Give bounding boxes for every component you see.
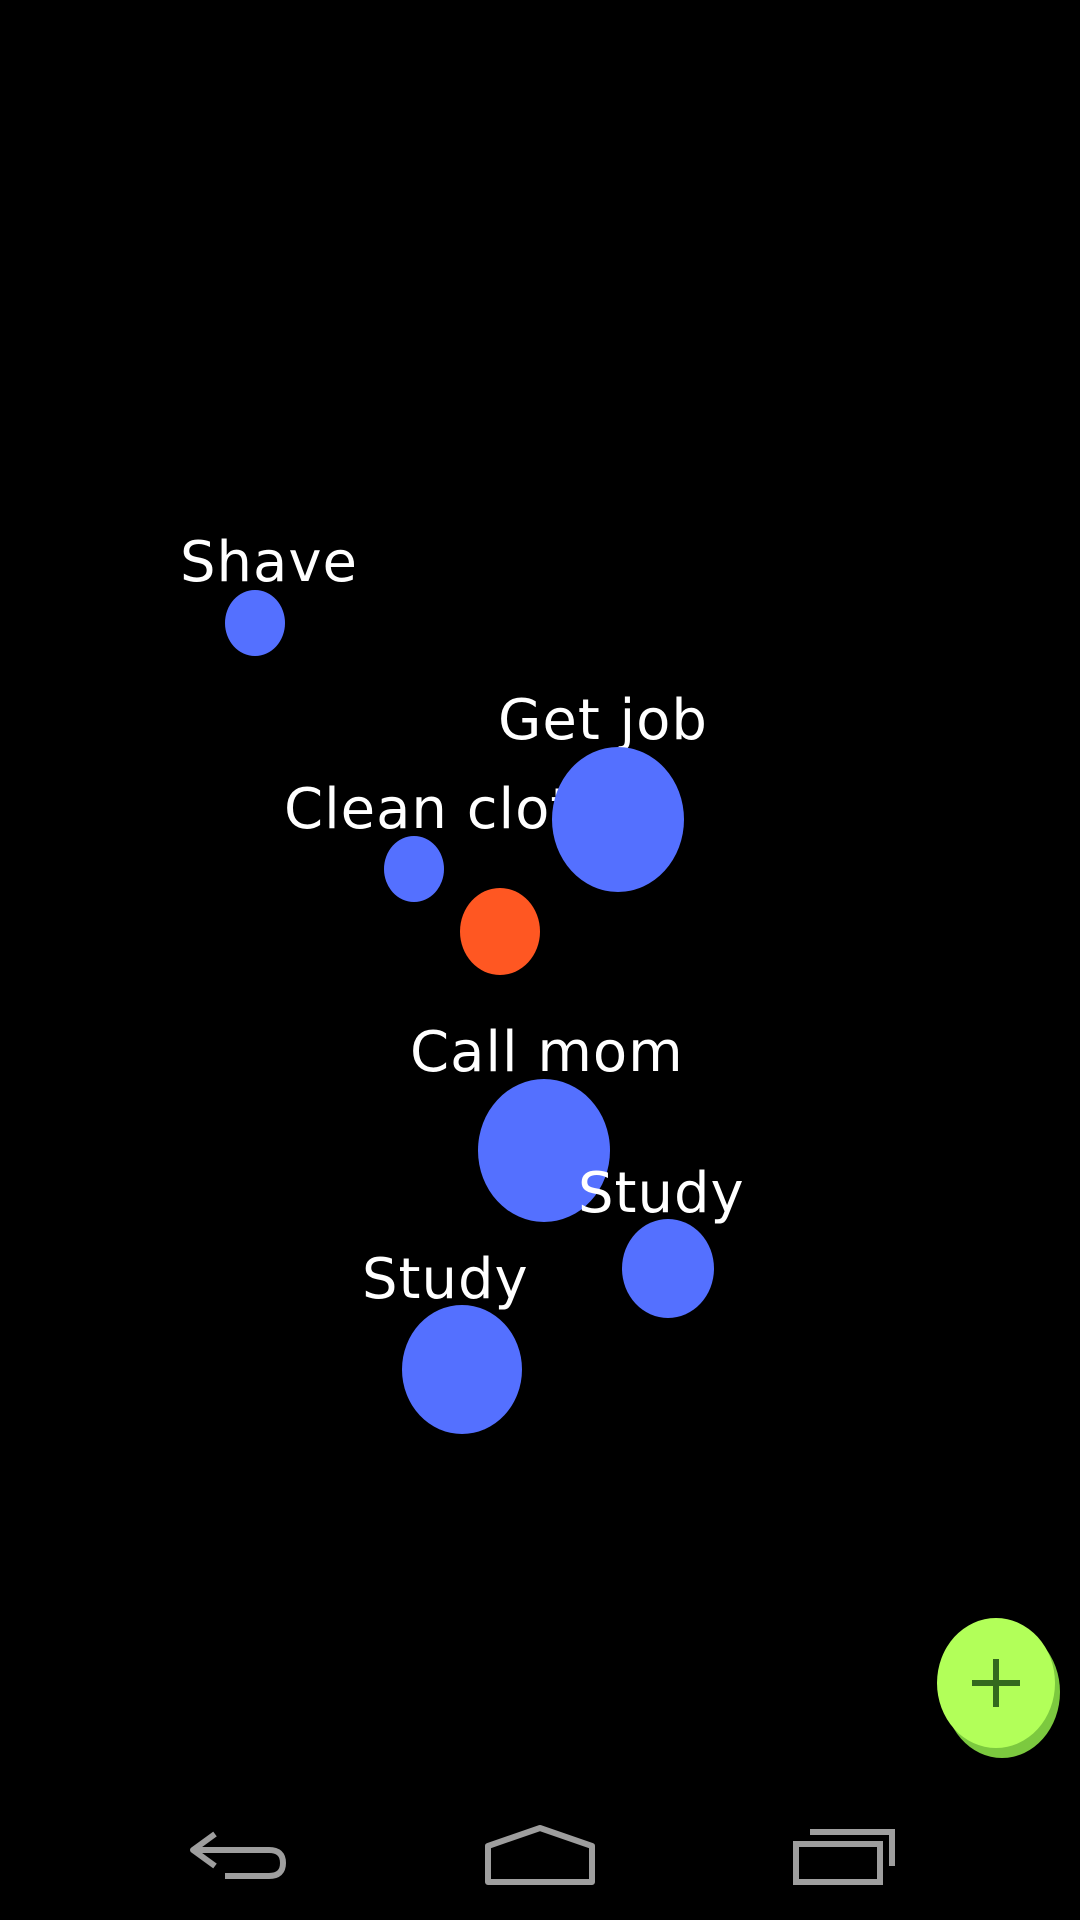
recents-button[interactable]: [743, 1790, 943, 1920]
node-label-shave: Shave: [180, 530, 358, 595]
node-get-job[interactable]: [552, 747, 684, 892]
node-shave[interactable]: [225, 590, 285, 656]
node-study-right[interactable]: [622, 1219, 714, 1318]
navigation-bar: [0, 1790, 1080, 1920]
node-label-clean-clothes: Clean clot: [284, 777, 574, 842]
home-icon: [485, 1825, 595, 1885]
node-label-study-left: Study: [362, 1247, 529, 1312]
plus-icon: [972, 1659, 1020, 1707]
node-study-left[interactable]: [402, 1305, 522, 1434]
add-button[interactable]: [937, 1618, 1055, 1748]
node-label-get-job: Get job: [498, 688, 708, 753]
node-clean-clothes[interactable]: [384, 836, 444, 902]
recents-icon: [793, 1829, 895, 1885]
home-button[interactable]: [440, 1790, 640, 1920]
back-button[interactable]: [140, 1790, 340, 1920]
node-call-mom[interactable]: [478, 1079, 610, 1222]
node-selected[interactable]: [460, 888, 540, 975]
node-label-study-right: Study: [578, 1161, 745, 1226]
node-label-call-mom: Call mom: [410, 1020, 684, 1085]
back-icon: [190, 1831, 287, 1879]
